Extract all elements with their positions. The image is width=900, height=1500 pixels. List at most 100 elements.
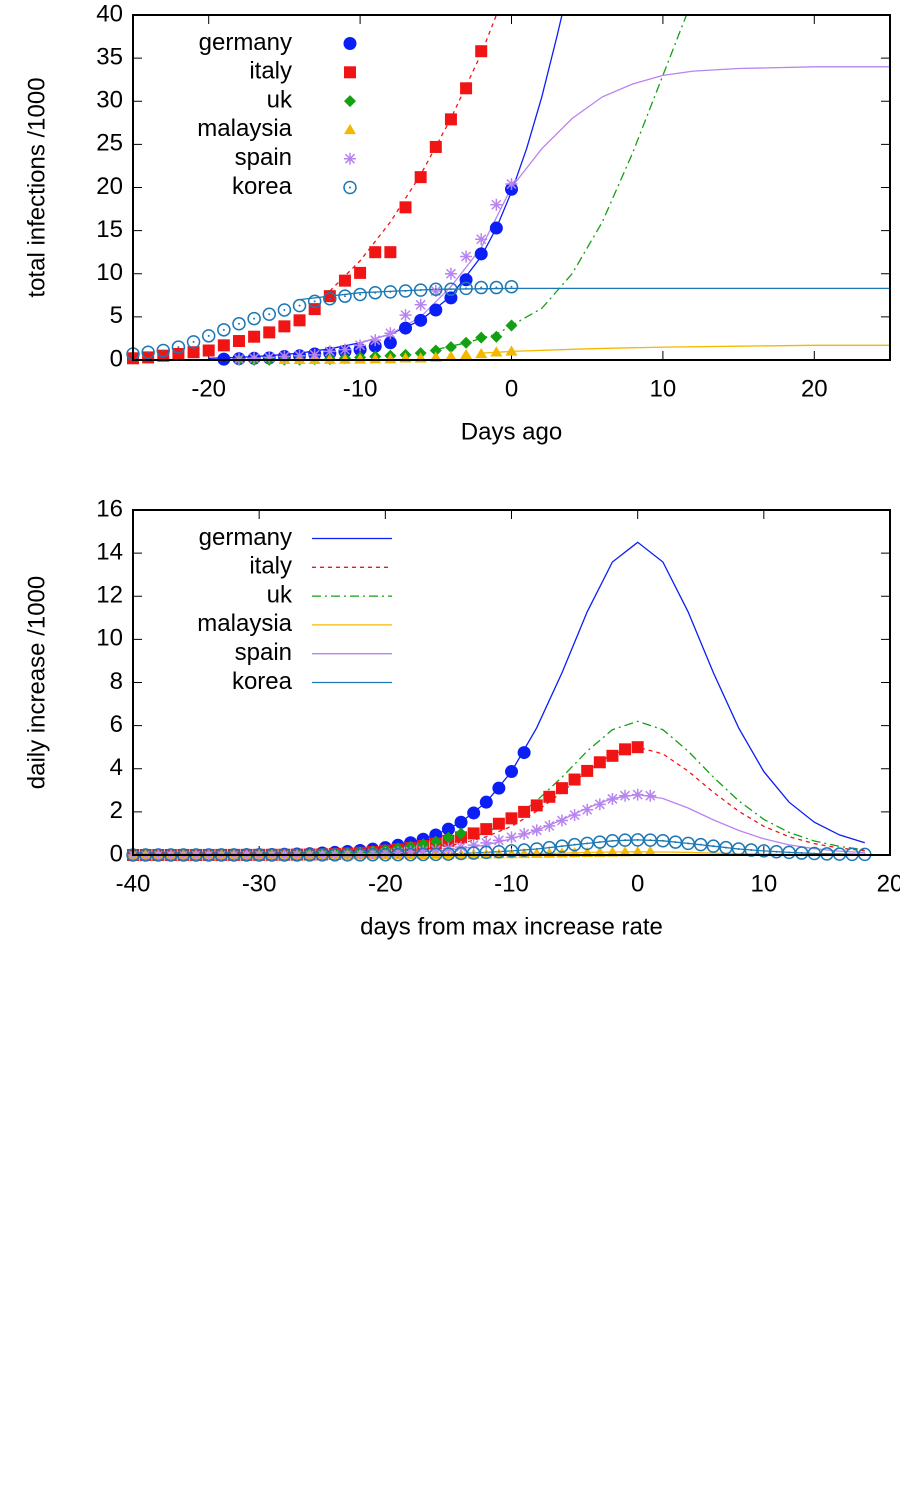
legend-key [344,95,356,108]
data-point [505,831,518,844]
x-tick-label: -30 [242,870,277,897]
legend-key [344,123,356,135]
data-point [172,347,185,360]
fit-line [359,66,890,344]
data-point [568,773,581,786]
data-point [644,845,657,856]
data-point [455,827,468,840]
fit-line [435,15,688,351]
x-tick-label: 0 [631,870,644,897]
data-point [379,847,392,860]
y-tick-label: 20 [96,173,123,200]
data-point [631,845,644,857]
data-point [368,285,382,300]
y-tick-label: 0 [110,345,123,372]
series-points [126,279,519,361]
data-point [619,743,632,756]
data-point [490,198,503,211]
data-point [293,349,306,362]
data-point [631,741,644,754]
data-point [232,335,245,348]
data-point [694,837,708,852]
data-point [619,789,632,802]
data-point [454,815,468,829]
data-point [504,279,519,294]
data-point [505,765,518,779]
x-tick-label: 10 [750,870,777,897]
data-point [157,349,170,362]
data-point [606,792,619,805]
data-point [338,289,352,303]
data-point [444,350,457,361]
data-point [338,353,351,364]
data-point [414,171,427,184]
data-point [460,250,473,263]
data-point [706,839,721,853]
data-point [263,351,276,364]
data-point [444,341,457,354]
data-point [141,345,155,359]
x-tick-label: 20 [801,375,828,402]
data-point [479,795,493,809]
data-point [217,339,230,352]
data-point [369,334,382,347]
data-point [492,781,506,795]
data-point [505,812,518,825]
data-point [490,330,503,343]
data-point [480,836,493,849]
data-point [459,281,473,296]
x-tick-label: 10 [650,375,677,402]
data-point [568,809,581,822]
x-axis-label: days from max increase rate [360,913,663,940]
legend-label: uk [267,581,293,608]
data-point [474,280,488,295]
plot-frame [132,14,891,361]
data-point [530,824,543,837]
data-point [414,298,427,311]
fit-line [329,15,498,292]
data-point [429,140,442,153]
chart: 0 5 10 15 20 25 30 35 40 -20 -10 0 10 20 Days ago total… [23,0,891,445]
data-point [414,313,428,327]
data-point [354,353,367,364]
data-point [543,819,556,832]
data-point [606,749,619,762]
y-tick-label: 14 [96,538,123,565]
data-point [644,789,657,802]
data-point [383,336,397,350]
data-point [413,283,428,297]
data-point [202,344,215,357]
data-point [323,353,336,364]
data-point [307,294,322,309]
data-point [429,835,442,848]
data-point [518,805,531,818]
data-point [323,345,336,358]
data-point [555,839,569,853]
y-axis-label: total infections /1000 [23,77,50,297]
legend-label: italy [249,58,292,85]
y-tick-label: 25 [96,130,123,157]
data-point [505,345,518,356]
fit-line [133,541,865,855]
data-point [490,346,503,357]
y-tick-label: 10 [96,625,123,652]
series-points [127,45,488,365]
legend-key [344,66,356,79]
plot-frame [132,509,891,856]
data-point [323,292,337,306]
data-point [263,326,276,339]
fit-line [481,344,890,354]
y-tick-label: 40 [96,0,123,27]
data-point [475,331,488,344]
x-tick-label: -20 [191,375,226,402]
fit-lines [133,541,865,855]
data-point [383,285,398,299]
data-point [354,266,367,279]
data-point [278,350,291,363]
data-point [475,45,488,58]
data-point [384,246,397,259]
data-point [581,764,594,777]
data-point [171,340,186,354]
